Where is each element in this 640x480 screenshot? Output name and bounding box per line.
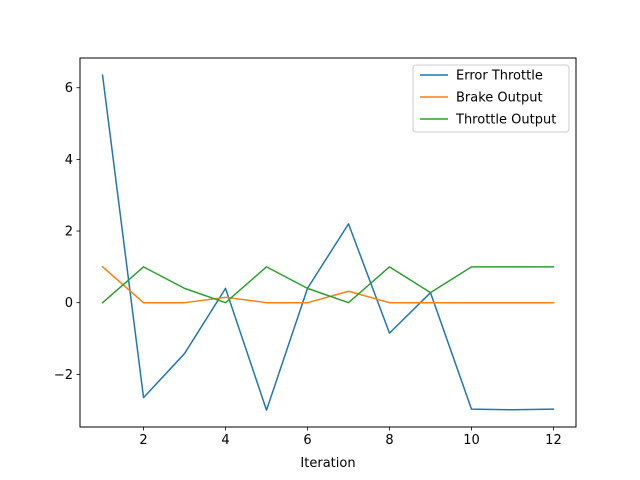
y-axis: −2 0 2 4 6 (54, 81, 80, 383)
series-layer (101, 74, 555, 411)
x-tick-label: 4 (221, 433, 229, 448)
legend-entries: Error Throttle Brake Output Throttle Outpu… (420, 69, 556, 128)
series-line-2 (101, 265, 555, 304)
legend-label-1: Error Throttle (456, 69, 543, 84)
y-tick-label: 0 (65, 296, 73, 311)
plot-area-frame (79, 57, 577, 428)
x-tick-label: 10 (463, 433, 480, 448)
y-tick-label: 4 (65, 153, 73, 168)
legend-box (412, 64, 570, 133)
y-tick-label: 2 (65, 225, 73, 240)
x-tick-label: 12 (545, 433, 562, 448)
y-tick-label: 6 (65, 81, 73, 96)
legend: Error Throttle Brake Output Throttle Outpu… (412, 64, 570, 133)
legend-label-3: Throttle Output (455, 113, 556, 128)
x-tick-label: 6 (303, 433, 311, 448)
series-line-3 (101, 266, 555, 304)
x-axis-label: Iteration (300, 456, 355, 471)
y-tick-label: −2 (54, 368, 73, 383)
x-axis: 2 4 6 8 10 12 (139, 427, 562, 448)
x-tick-label: 2 (139, 433, 147, 448)
legend-label-2: Brake Output (456, 91, 543, 106)
x-tick-label: 8 (385, 433, 393, 448)
series-line-1 (101, 74, 555, 411)
